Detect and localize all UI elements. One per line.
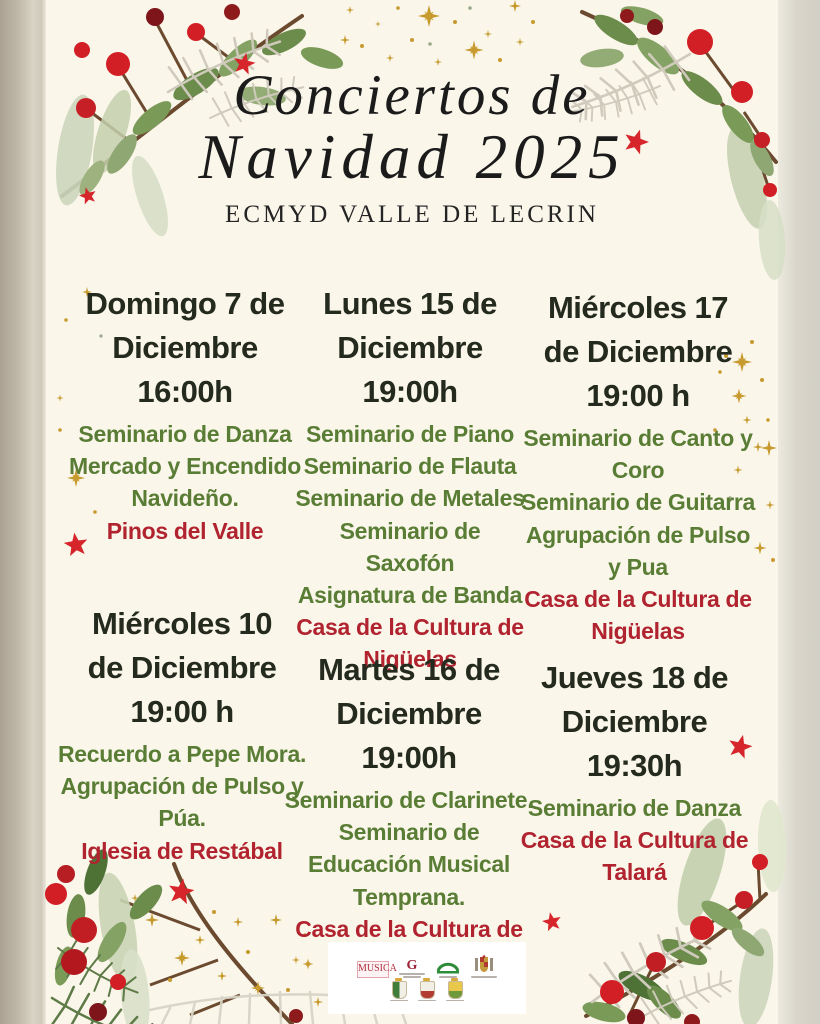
program-line: Seminario de Clarinete. [284,787,534,814]
town-crest-icon [447,977,463,999]
logo-caption-bar [471,975,497,978]
logo-caption-bar [403,976,421,978]
program-line: Mercado y Encendido Navideño. [68,453,301,512]
event-venue: Casa de la Cultura de Nigüelas [524,585,752,645]
program-line: Seminario de Danza [527,795,742,822]
junta-de-andalucia-logo [435,959,461,978]
ayuntamiento-crest-3 [446,977,464,1002]
program-line: Seminario de Danza [78,421,292,448]
sponsor-logo-row-2 [390,977,464,1002]
event-time: 19:00 h [586,378,690,414]
junta-arch-icon [436,963,460,974]
town-crest-icon [391,977,407,999]
event-time: 19:00 h [130,694,234,730]
event-day: Miércoles 17 de Diciembre [543,290,733,370]
event-time: 19:00h [361,740,457,776]
event-heading: Miércoles 10 de Diciembre 19:00 h [76,602,288,734]
program-line: Seminario de Saxofón [339,517,481,576]
logo-caption-bar [399,973,425,976]
logo-caption-bar [390,999,408,1002]
event-heading: Lunes 15 de Diciembre 19:00h [295,282,525,414]
event-block-lunes-15: Lunes 15 de Diciembre 19:00h Seminario d… [295,282,525,676]
left-shadow-band [0,0,46,1024]
ayuntamiento-crest-1 [390,977,408,1002]
sponsor-logo-row-1: MUSICA G [357,954,497,978]
event-heading: Miércoles 17 de Diciembre 19:00 h [532,286,744,418]
sponsor-logo-strip: MUSICA G [328,942,526,1014]
event-block-martes-16: Martes 16 de Diciembre 19:00h Seminario … [280,648,538,977]
event-program: Seminario de Canto y Coro Seminario de G… [518,422,758,583]
diputacion-de-granada-logo: G [399,958,425,978]
program-line: Asignatura de Banda [297,581,523,608]
program-line: Recuerdo a Pepe Mora. [57,741,307,768]
event-venue: Casa de la Cultura de Talará [520,827,749,886]
poster-subtitle: ECMYD VALLE DE LECRIN [225,200,599,228]
event-day: Martes 16 de Diciembre [318,652,500,732]
poster-title-line2: Navidad 2025 [198,121,626,192]
program-line: Seminario de Educación Musical Temprana. [308,819,510,910]
logo-caption-bar [446,999,464,1002]
event-venue: Pinos del Valle [106,517,264,544]
program-line: Seminario de Flauta [303,453,517,480]
event-heading: Domingo 7 de Diciembre 16:00h [56,282,314,414]
ayuntamiento-crest-2 [418,977,436,1002]
event-day: Jueves 18 de Diciembre [540,660,729,740]
program-line: Agrupación de Pulso y Pua [525,521,751,580]
event-day: Miércoles 10 de Diciembre [87,606,277,686]
event-venue: Casa de la Cultura de Nigüelas [296,614,524,673]
program-line: Agrupación de Pulso y Púa. [60,773,304,832]
logo-caption-bar [439,976,457,978]
event-venue: Iglesia de Restábal [81,837,283,864]
event-day: Lunes 15 de Diciembre [323,286,497,366]
spain-coat-of-arms-icon [475,954,493,972]
event-block-jueves-18: Jueves 18 de Diciembre 19:30h Seminario … [512,656,757,889]
town-crest-icon [419,977,435,999]
event-block-domingo-7: Domingo 7 de Diciembre 16:00h Seminario … [56,282,314,547]
program-line: Seminario de Piano [305,421,515,448]
logo-caption-bar [418,999,436,1002]
event-heading: Martes 16 de Diciembre 19:00h [280,648,538,780]
poster-title-line1: Conciertos de [233,64,591,127]
program-line: Seminario de Metales [295,485,525,512]
gobierno-de-espana-logo [471,954,497,978]
event-program: Recuerdo a Pepe Mora. Agrupación de Puls… [56,738,308,835]
event-program: Seminario de Danza Mercado y Encendido N… [56,418,314,515]
event-heading: Jueves 18 de Diciembre 19:30h [512,656,757,788]
diputacion-g-icon: G [406,958,418,974]
event-program: Seminario de Piano Seminario de Flauta S… [295,418,525,611]
event-day: Domingo 7 de Diciembre [85,286,285,366]
ecmyd-music-school-logo: MUSICA [357,960,397,978]
event-time: 19:30h [586,748,683,784]
event-program: Seminario de Clarinete. Seminario de Edu… [280,784,538,913]
event-time: 16:00h [137,374,233,410]
program-line: Seminario de Guitarra [521,489,755,516]
poster-header: Conciertos de Navidad 2025 ECMYD VALLE D… [46,66,778,229]
event-time: 19:00h [362,374,458,410]
event-block-miercoles-10: Miércoles 10 de Diciembre 19:00 h Recuer… [56,602,308,867]
event-block-miercoles-17: Miércoles 17 de Diciembre 19:00 h Semina… [518,286,758,647]
ecmyd-logo-icon: MUSICA [357,960,397,978]
program-line: Seminario de Canto y Coro [523,425,753,484]
event-program: Seminario de Danza [512,792,757,824]
